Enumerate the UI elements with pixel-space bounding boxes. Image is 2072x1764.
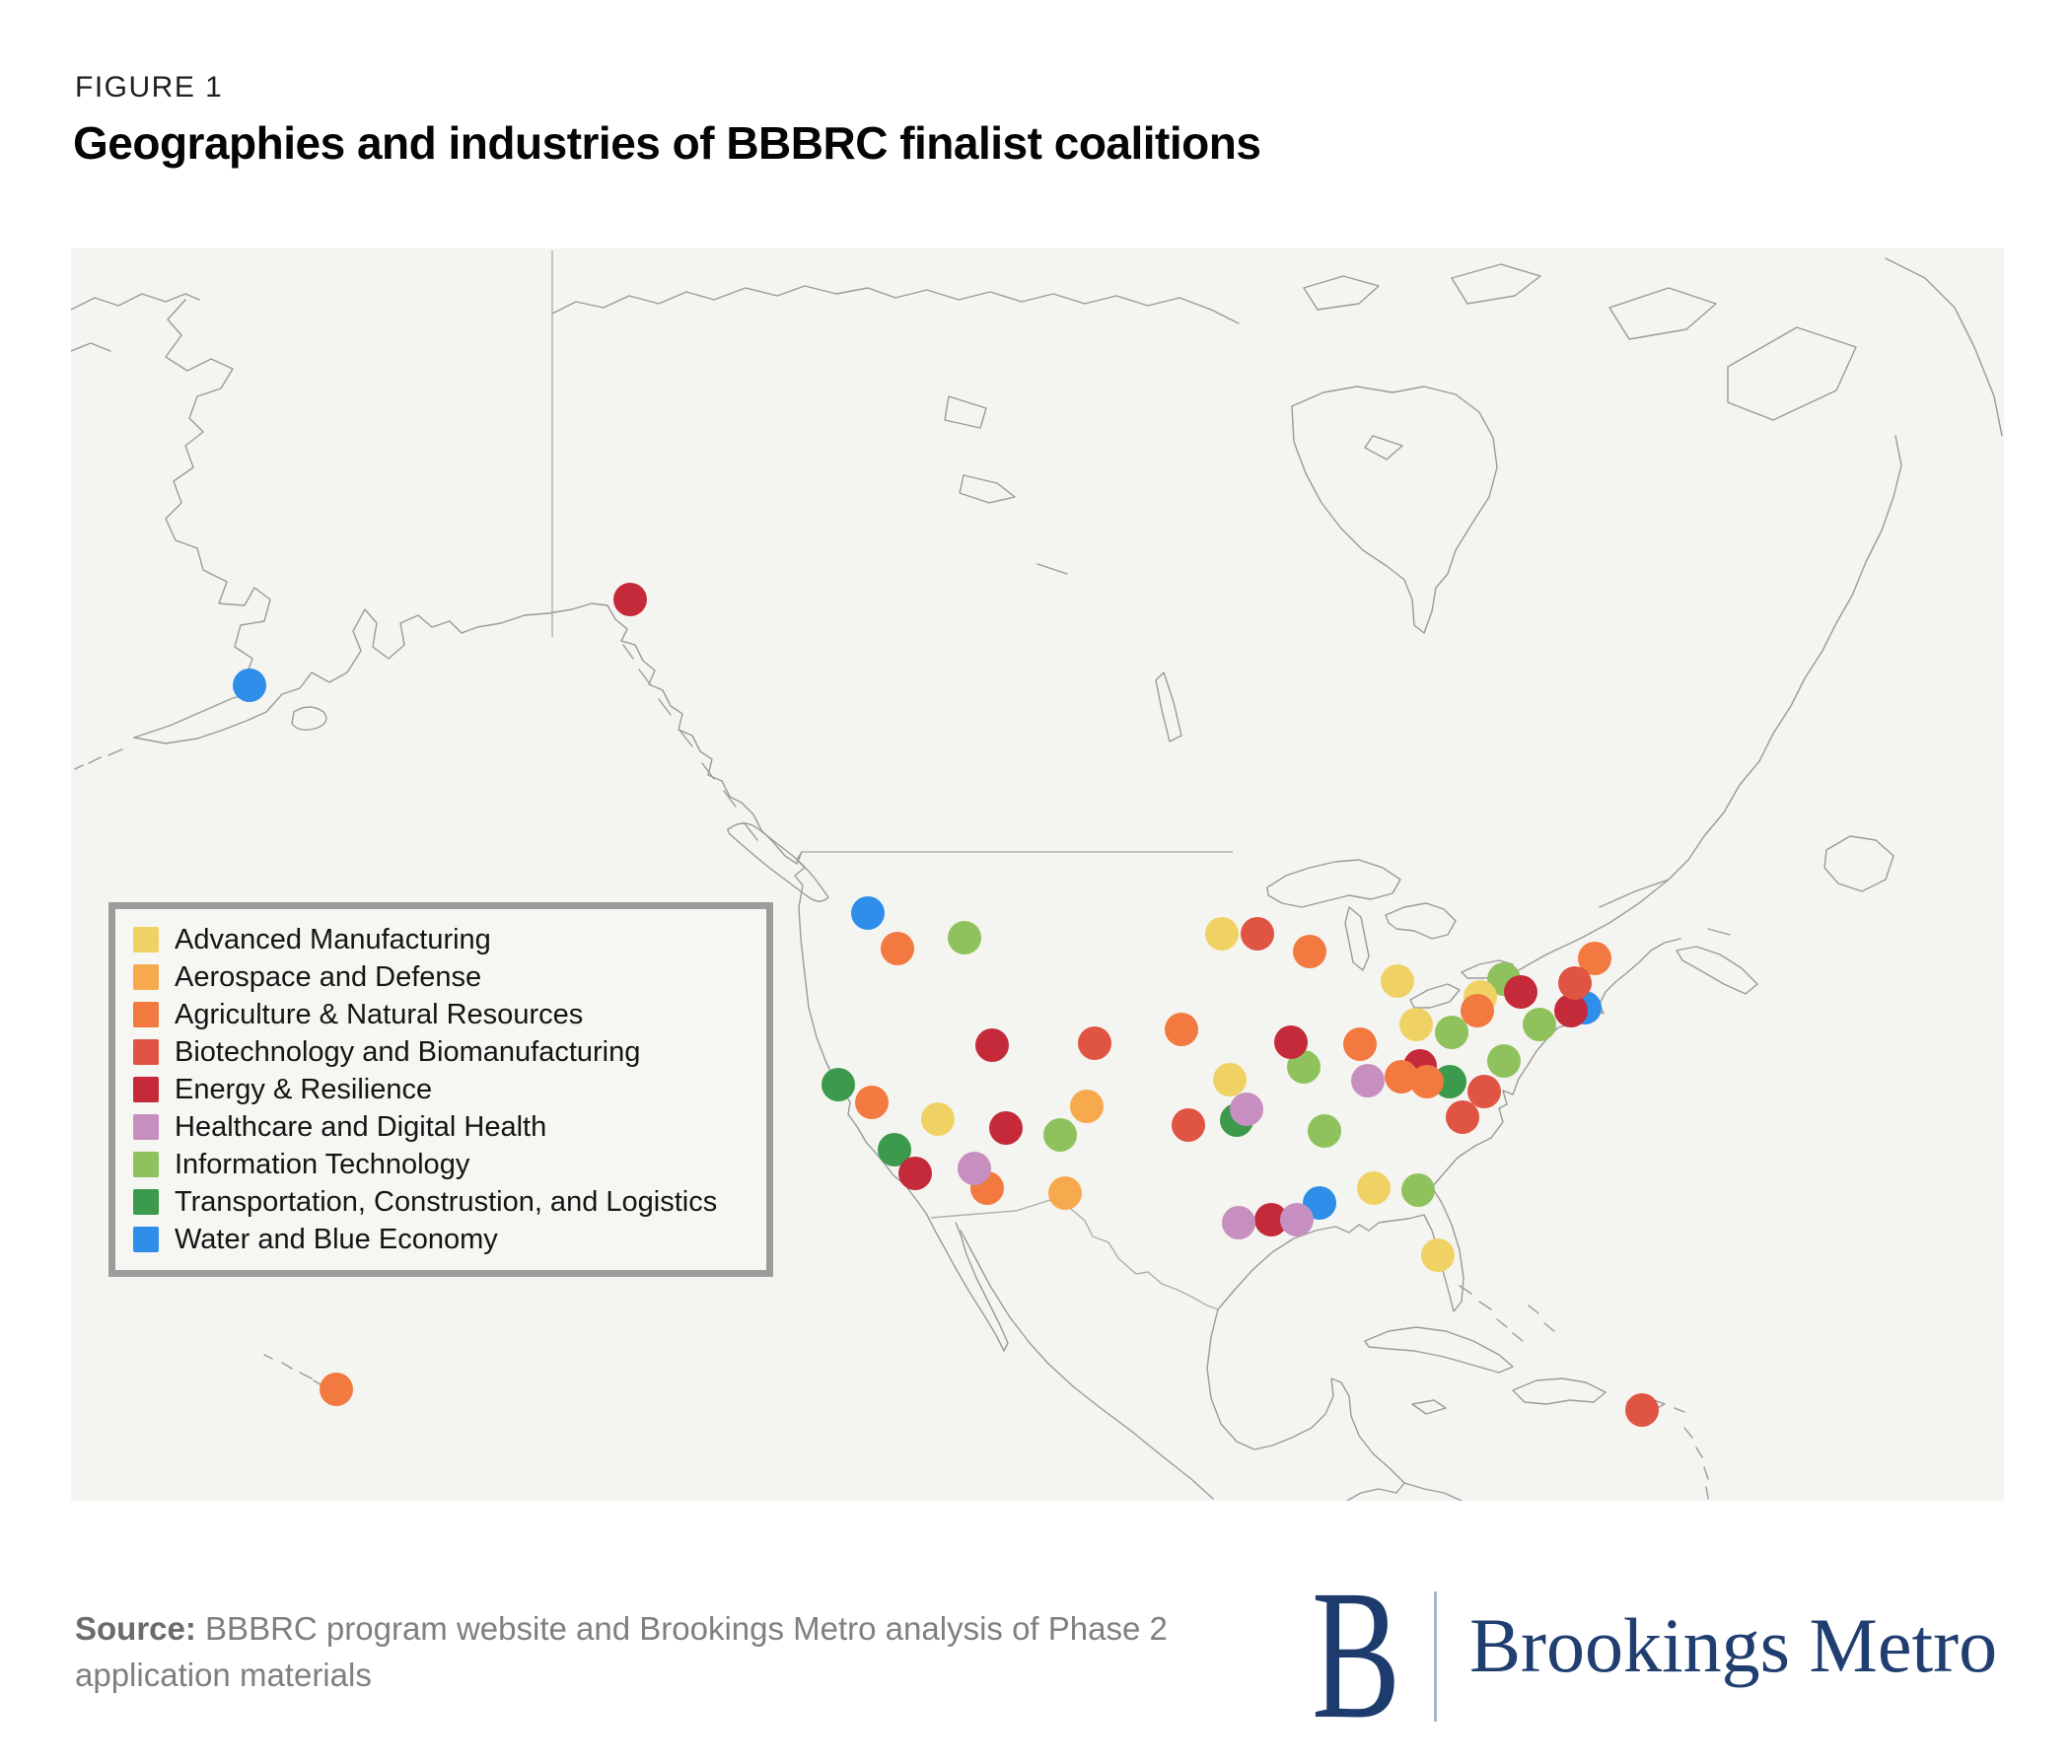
legend-swatch-health: [133, 1114, 159, 1140]
map-dot-bio[interactable]: [1241, 916, 1275, 951]
legend-swatch-it: [133, 1152, 159, 1177]
legend: Advanced Manufacturing Aerospace and Defe…: [108, 902, 773, 1277]
map-dot-bio[interactable]: [1078, 1025, 1112, 1060]
map-dot-agri[interactable]: [1342, 1026, 1377, 1061]
map-dot-agri[interactable]: [1461, 994, 1495, 1028]
map-dot-health[interactable]: [1350, 1064, 1385, 1098]
map-dot-trans[interactable]: [821, 1067, 855, 1101]
legend-swatch-agri: [133, 1002, 159, 1027]
map-dot-bio[interactable]: [1466, 1074, 1501, 1108]
map-outline-svg: [71, 250, 2003, 1501]
source-text: Source: BBBRC program website and Brooki…: [75, 1605, 1209, 1698]
brookings-metro-logo: B Brookings Metro: [1312, 1562, 2061, 1747]
legend-swatch-adv: [133, 927, 159, 953]
legend-swatch-aero: [133, 964, 159, 990]
map-dot-health[interactable]: [1222, 1206, 1256, 1240]
dot-layer: [71, 248, 2004, 1501]
map-dot-agri[interactable]: [1165, 1012, 1199, 1046]
legend-label-energy: Energy & Resilience: [175, 1073, 433, 1105]
map-dot-adv[interactable]: [921, 1102, 956, 1137]
legend-item-it: Information Technology: [133, 1146, 766, 1183]
legend-label-health: Healthcare and Digital Health: [175, 1110, 547, 1143]
north-america-map: Advanced Manufacturing Aerospace and Defe…: [71, 248, 2004, 1501]
map-dot-adv[interactable]: [1204, 916, 1239, 951]
map-dot-it[interactable]: [1400, 1173, 1435, 1208]
map-dot-aero[interactable]: [1048, 1175, 1083, 1210]
legend-swatch-water: [133, 1227, 159, 1252]
map-dot-health[interactable]: [1280, 1203, 1315, 1236]
map-dot-adv[interactable]: [1380, 963, 1414, 998]
legend-item-trans: Transportation, Construstion, and Logist…: [133, 1183, 766, 1221]
legend-item-agri: Agriculture & Natural Resources: [133, 996, 766, 1033]
legend-label-it: Information Technology: [175, 1148, 470, 1180]
map-dot-adv[interactable]: [1398, 1008, 1433, 1042]
map-dot-bio[interactable]: [1172, 1108, 1206, 1142]
map-dot-agri[interactable]: [855, 1086, 890, 1119]
source-label: Source:: [75, 1610, 196, 1647]
map-dot-energy[interactable]: [897, 1157, 932, 1191]
legend-item-adv: Advanced Manufacturing: [133, 921, 766, 958]
map-dot-it[interactable]: [1486, 1043, 1521, 1078]
map-dot-adv[interactable]: [1357, 1171, 1392, 1205]
legend-swatch-trans: [133, 1189, 159, 1215]
legend-item-health: Healthcare and Digital Health: [133, 1108, 766, 1146]
map-dot-energy[interactable]: [613, 582, 648, 616]
legend-item-bio: Biotechnology and Biomanufacturing: [133, 1033, 766, 1071]
source-body: BBBRC program website and Brookings Metr…: [75, 1610, 1168, 1694]
legend-swatch-bio: [133, 1039, 159, 1065]
map-dot-agri[interactable]: [1409, 1065, 1444, 1099]
map-dot-bio[interactable]: [1625, 1393, 1660, 1428]
map-dot-it[interactable]: [1308, 1113, 1342, 1148]
map-dot-health[interactable]: [1230, 1092, 1264, 1126]
legend-item-energy: Energy & Resilience: [133, 1071, 766, 1108]
legend-label-adv: Advanced Manufacturing: [175, 923, 491, 955]
map-dot-health[interactable]: [957, 1151, 991, 1185]
map-dot-it[interactable]: [1523, 1008, 1556, 1042]
map-dot-adv[interactable]: [1420, 1237, 1455, 1272]
map-dot-agri[interactable]: [319, 1372, 353, 1406]
map-dot-agri[interactable]: [881, 932, 915, 966]
legend-label-trans: Transportation, Construstion, and Logist…: [175, 1185, 718, 1218]
map-dot-energy[interactable]: [1273, 1025, 1308, 1060]
map-dot-energy[interactable]: [1553, 994, 1588, 1028]
map-dot-adv[interactable]: [1213, 1063, 1248, 1097]
figure-label: FIGURE 1: [75, 71, 224, 104]
legend-item-aero: Aerospace and Defense: [133, 958, 766, 996]
map-dot-aero[interactable]: [1069, 1089, 1104, 1123]
map-dot-it[interactable]: [947, 921, 981, 954]
map-dot-water[interactable]: [232, 668, 266, 702]
map-dot-bio[interactable]: [1558, 965, 1593, 1000]
map-dot-energy[interactable]: [989, 1111, 1024, 1146]
map-dot-it[interactable]: [1435, 1016, 1469, 1050]
map-dot-energy[interactable]: [974, 1027, 1009, 1062]
logo-divider: [1434, 1591, 1437, 1722]
legend-label-bio: Biotechnology and Biomanufacturing: [175, 1035, 641, 1068]
page-title: Geographies and industries of BBBRC fina…: [73, 117, 1261, 169]
legend-label-aero: Aerospace and Defense: [175, 960, 482, 993]
brookings-b-monogram: B: [1312, 1551, 1401, 1757]
map-dot-bio[interactable]: [1446, 1099, 1479, 1134]
map-dot-agri[interactable]: [1292, 934, 1326, 968]
map-dot-it[interactable]: [1042, 1118, 1077, 1153]
logo-wordmark: Brookings Metro: [1469, 1602, 1998, 1688]
legend-item-water: Water and Blue Economy: [133, 1221, 766, 1258]
legend-label-water: Water and Blue Economy: [175, 1223, 498, 1255]
map-dot-energy[interactable]: [1504, 974, 1537, 1009]
legend-label-agri: Agriculture & Natural Resources: [175, 998, 584, 1030]
legend-swatch-energy: [133, 1077, 159, 1102]
map-dot-water[interactable]: [850, 895, 885, 930]
